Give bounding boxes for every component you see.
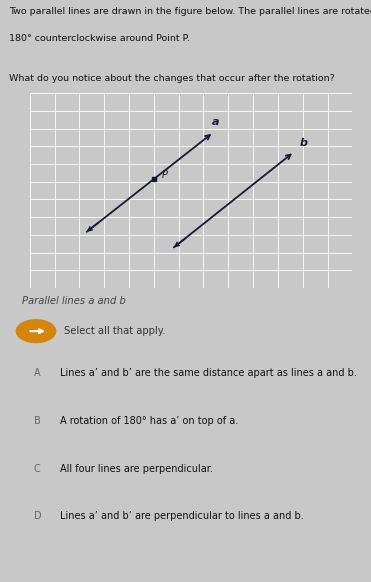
Text: 180° counterclockwise around Point P.: 180° counterclockwise around Point P. [9,34,190,43]
Ellipse shape [16,320,56,342]
Text: Two parallel lines are drawn in the figure below. The parallel lines are rotated: Two parallel lines are drawn in the figu… [9,7,371,16]
Text: a: a [212,118,220,127]
Text: Parallel lines a and b: Parallel lines a and b [22,296,125,307]
Text: All four lines are perpendicular.: All four lines are perpendicular. [60,463,213,474]
Text: A: A [34,368,40,378]
Text: Select all that apply.: Select all that apply. [64,326,166,336]
Text: What do you notice about the changes that occur after the rotation?: What do you notice about the changes tha… [9,74,335,83]
Text: Lines a’ and b’ are the same distance apart as lines a and b.: Lines a’ and b’ are the same distance ap… [60,368,357,378]
Text: P: P [162,170,168,180]
Text: D: D [34,511,42,521]
Text: b: b [299,138,307,148]
Text: C: C [34,463,40,474]
Text: A rotation of 180° has a’ on top of a.: A rotation of 180° has a’ on top of a. [60,416,238,426]
Text: B: B [34,416,40,426]
Text: Lines a’ and b’ are perpendicular to lines a and b.: Lines a’ and b’ are perpendicular to lin… [60,511,303,521]
